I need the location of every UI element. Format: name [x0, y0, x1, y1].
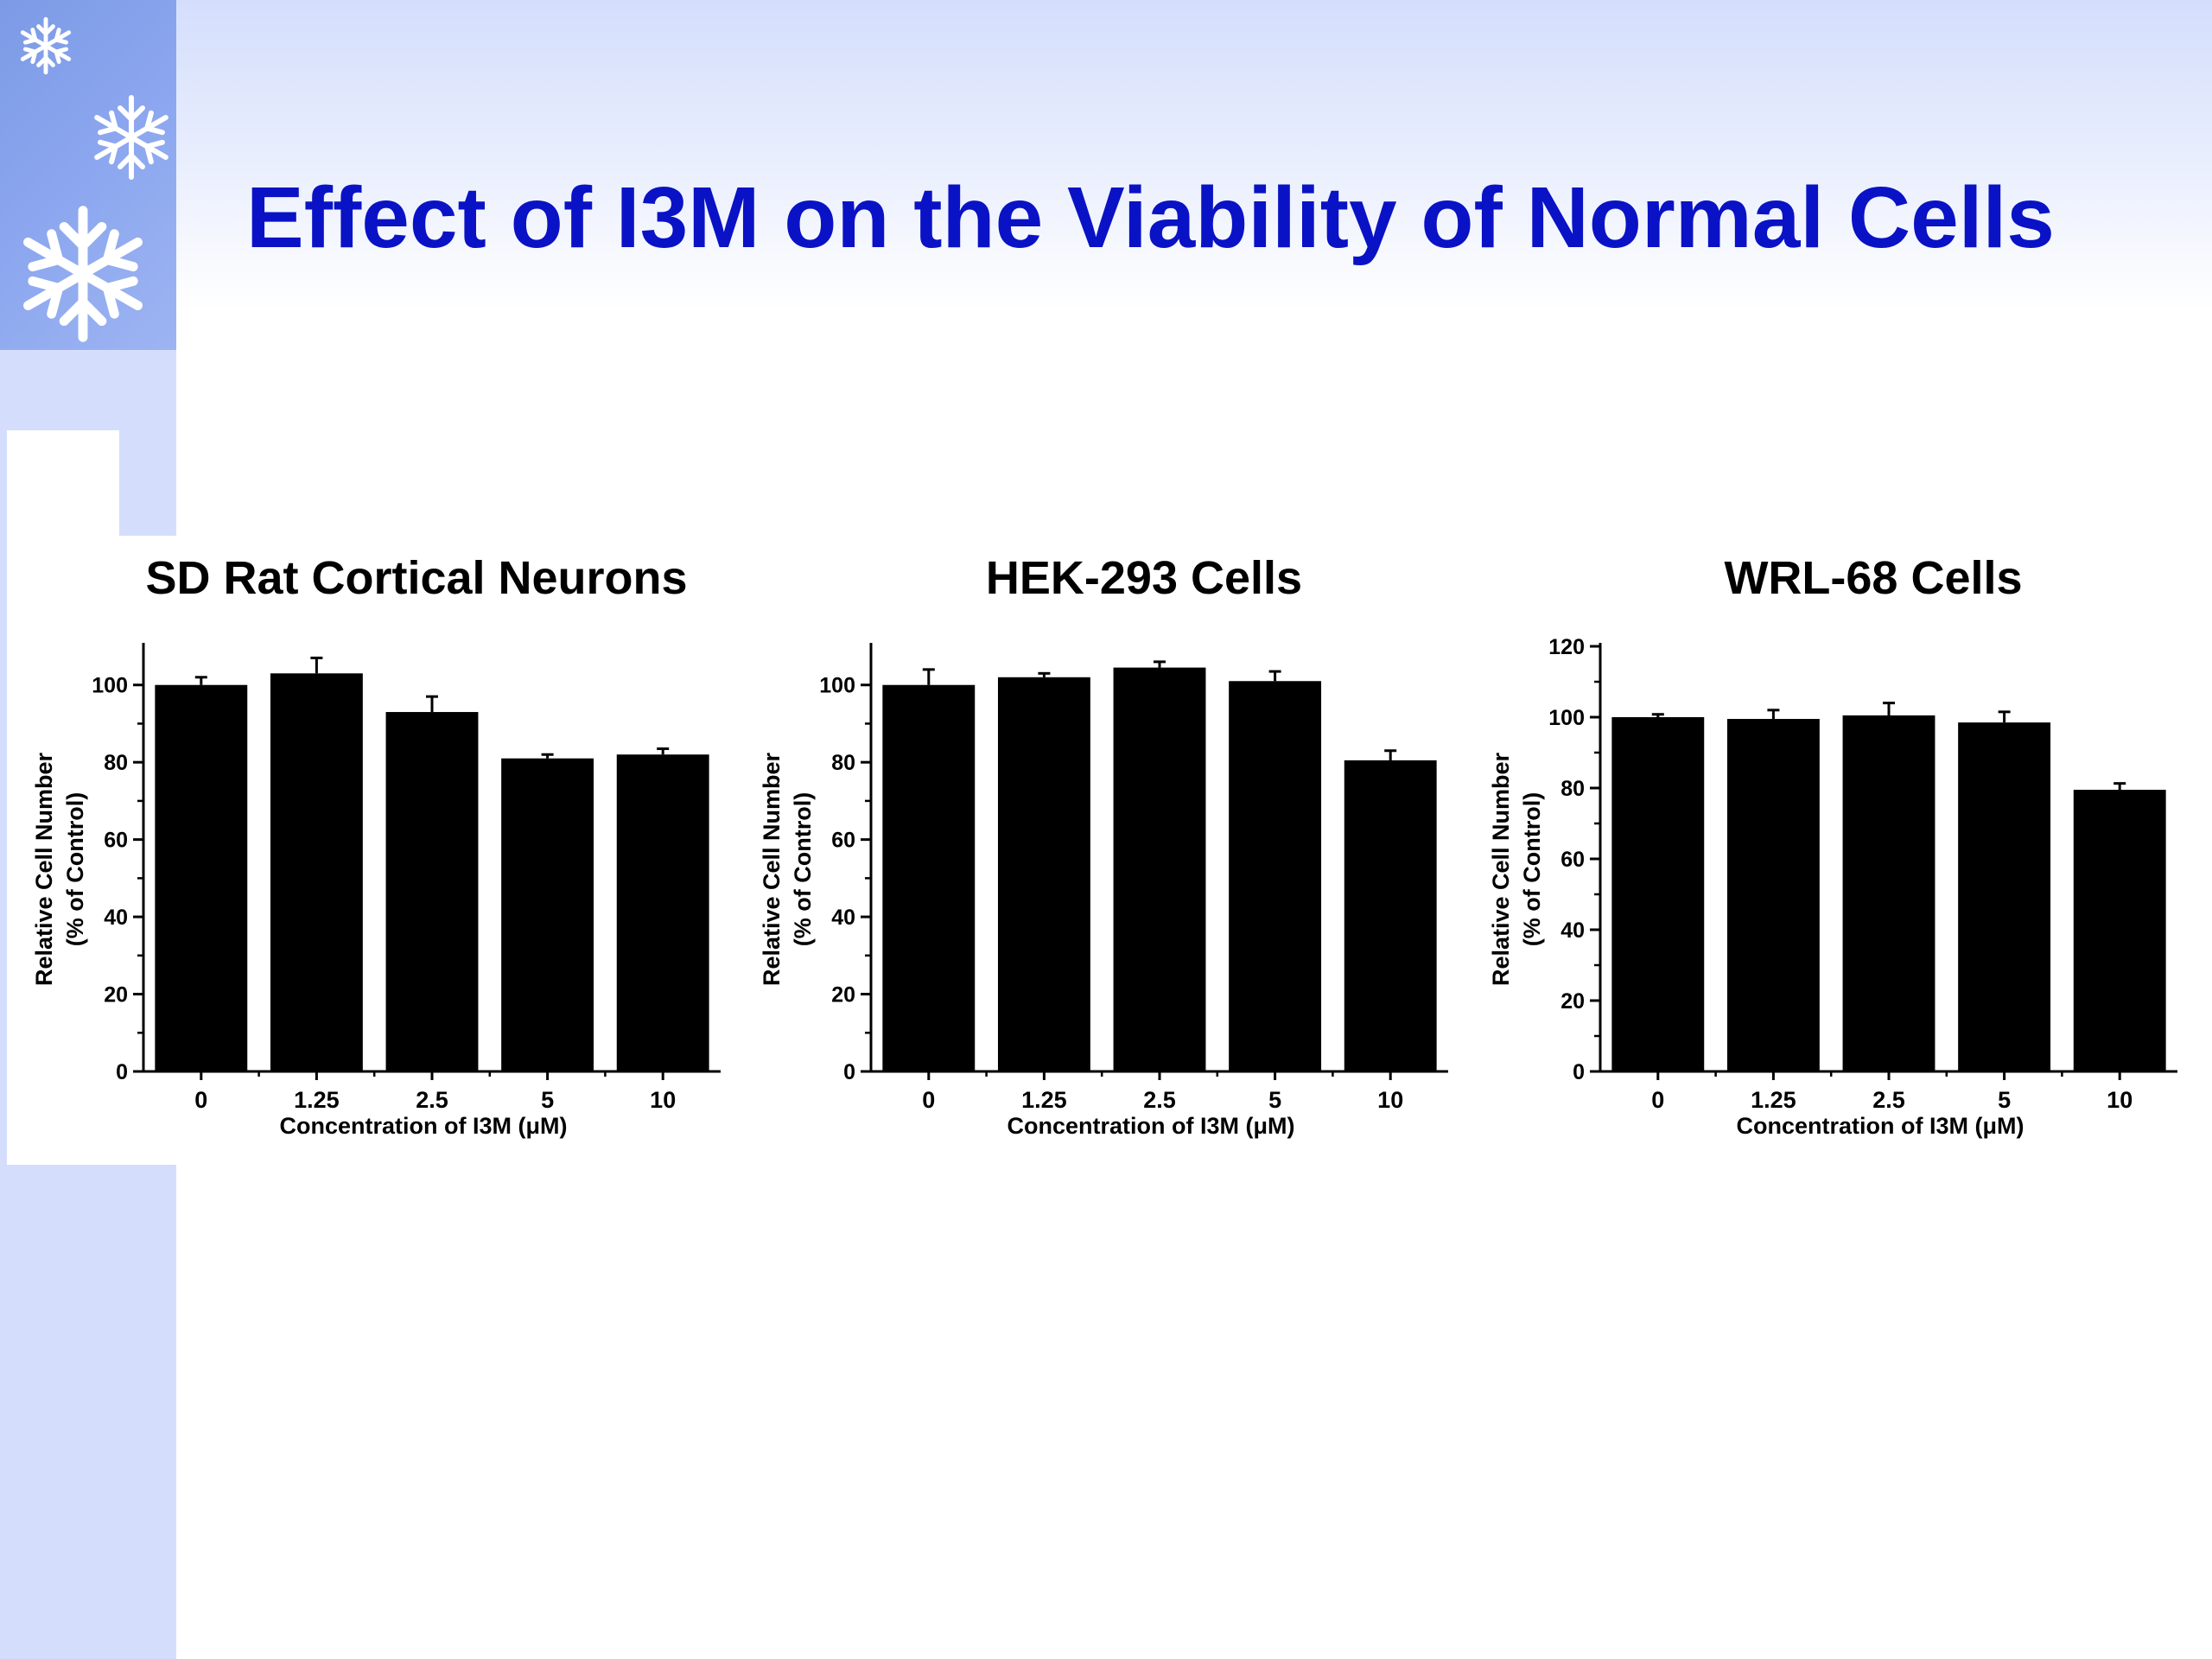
y-tick-label: 80	[831, 751, 855, 775]
x-axis-label: Concentration of I3M (μM)	[1737, 1113, 2024, 1139]
x-tick-label: 5	[541, 1087, 554, 1113]
y-axis-label-units: (% of Control)	[790, 792, 816, 946]
y-axis-label: Relative Cell Number	[31, 752, 57, 986]
y-tick-label: 80	[104, 751, 128, 775]
chart-svg: SD Rat Cortical Neurons020406080100Relat…	[31, 552, 721, 1139]
bar	[1842, 715, 1936, 1071]
snowflake-icon	[94, 95, 168, 180]
x-tick-label: 5	[1998, 1087, 2011, 1113]
y-tick-label: 60	[104, 829, 128, 853]
snowflake-icon	[23, 206, 143, 342]
x-tick-label: 10	[1377, 1087, 1403, 1113]
x-tick-label: 10	[2107, 1087, 2133, 1113]
x-tick-label: 5	[1268, 1087, 1281, 1113]
y-axis-label-units: (% of Control)	[1519, 792, 1545, 946]
bar	[997, 677, 1090, 1071]
y-tick-label: 120	[1548, 635, 1585, 659]
y-tick-label: 100	[92, 674, 128, 698]
chart-panel: SD Rat Cortical Neurons 0 20 40 60 80 100 Relat…	[7, 536, 2212, 1165]
y-tick-label: 40	[831, 906, 855, 930]
bar	[882, 684, 976, 1071]
x-tick-label: 1.25	[1021, 1087, 1067, 1113]
bar	[1958, 722, 2051, 1071]
x-tick-label: 1.25	[1751, 1087, 1796, 1113]
bar	[155, 684, 248, 1071]
bar	[270, 673, 363, 1071]
x-tick-label: 2.5	[1143, 1087, 1176, 1113]
y-axis-label-units: (% of Control)	[62, 792, 88, 946]
x-axis-label: Concentration of I3M (μM)	[1007, 1113, 1295, 1139]
x-tick-label: 0	[194, 1087, 207, 1113]
bar	[501, 758, 594, 1071]
bar	[616, 754, 709, 1071]
y-tick-label: 0	[116, 1060, 128, 1084]
bar	[1611, 717, 1705, 1071]
x-tick-label: 2.5	[416, 1087, 448, 1113]
y-axis-label: Relative Cell Number	[1488, 752, 1514, 986]
y-tick-label: 60	[831, 829, 855, 853]
x-tick-label: 10	[650, 1087, 676, 1113]
y-tick-label: 40	[104, 906, 128, 930]
bar	[385, 712, 479, 1071]
snowflake-icon	[20, 16, 72, 75]
y-tick-label: 40	[1560, 918, 1585, 943]
y-tick-label: 20	[1560, 989, 1585, 1014]
chart-hek-293: HEK-293 Cells 0 20 40 60 80 100 Relative Cell N…	[734, 536, 1460, 1165]
side-decoration-tile	[0, 0, 176, 350]
bar	[2073, 790, 2166, 1071]
chart-sd-rat-neurons: SD Rat Cortical Neurons 0 20 40 60 80 100 Relat…	[7, 536, 733, 1165]
bar	[1229, 681, 1322, 1071]
bar	[1726, 719, 1820, 1071]
x-tick-label: 0	[1651, 1087, 1664, 1113]
y-tick-label: 80	[1560, 777, 1585, 801]
slide-background	[0, 0, 2212, 311]
chart-title: SD Rat Cortical Neurons	[145, 552, 687, 604]
side-notch	[7, 430, 119, 551]
y-tick-label: 20	[831, 983, 855, 1007]
chart-title: WRL-68 Cells	[1724, 552, 2022, 604]
y-tick-label: 20	[104, 983, 128, 1007]
chart-title: HEK-293 Cells	[986, 552, 1302, 604]
bar	[1344, 760, 1437, 1071]
x-tick-label: 2.5	[1872, 1087, 1905, 1113]
y-axis-label: Relative Cell Number	[759, 752, 785, 986]
chart-wrl-68: WRL-68 Cells 0 20 40 60 80 100 120 Relative Cell…	[1464, 536, 2190, 1165]
y-tick-label: 100	[819, 674, 855, 698]
x-tick-label: 1.25	[294, 1087, 340, 1113]
y-tick-label: 100	[1548, 706, 1585, 730]
slide-title: Effect of I3M on the Viability of Normal…	[246, 169, 2055, 266]
x-axis-label: Concentration of I3M (μM)	[280, 1113, 568, 1139]
y-tick-label: 60	[1560, 848, 1585, 872]
x-tick-label: 0	[922, 1087, 935, 1113]
y-tick-label: 0	[843, 1060, 855, 1084]
y-tick-label: 0	[1573, 1060, 1585, 1084]
bar	[1113, 667, 1206, 1071]
